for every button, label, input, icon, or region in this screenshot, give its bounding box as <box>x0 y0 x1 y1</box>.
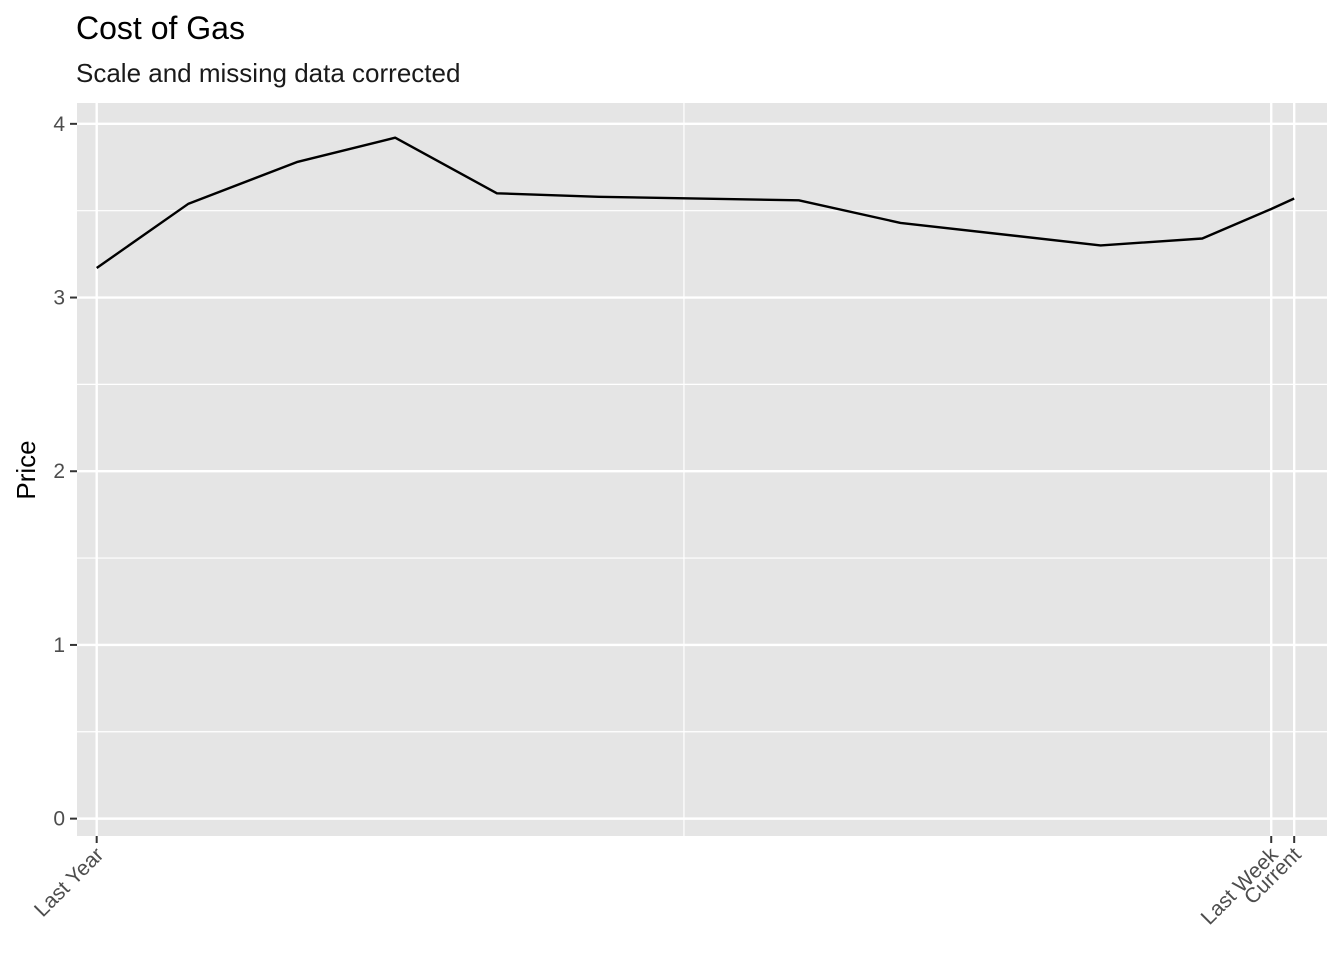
grid-major <box>77 103 1327 836</box>
grid-minor <box>77 103 1327 836</box>
y-tick-label: 2 <box>53 460 65 483</box>
y-tick-label: 1 <box>53 634 65 657</box>
y-tick-label: 4 <box>53 113 65 136</box>
chart-subtitle: Scale and missing data corrected <box>76 58 460 88</box>
x-tick-label: Last Year <box>30 843 108 921</box>
plot-panel <box>77 103 1327 836</box>
series-lines <box>96 136 1295 269</box>
y-axis-title: Price <box>11 440 41 499</box>
y-axis: 0 1 2 3 4 <box>53 113 77 831</box>
chart-title: Cost of Gas <box>76 10 245 46</box>
y-tick-label: 0 <box>53 808 65 831</box>
series-line <box>96 136 1295 269</box>
y-tick-label: 3 <box>53 287 65 310</box>
